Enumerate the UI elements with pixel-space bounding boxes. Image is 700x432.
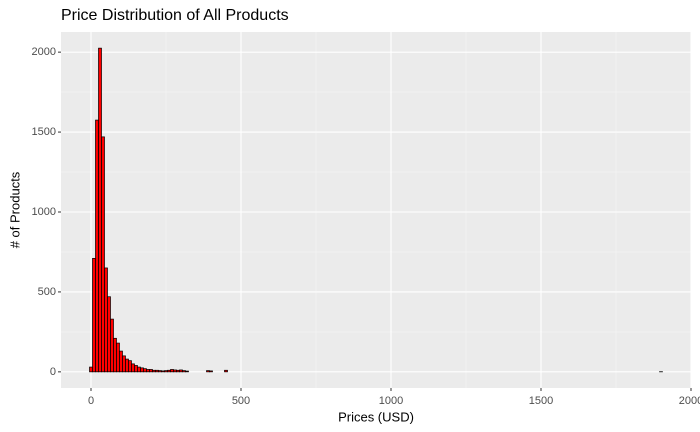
- bar: [167, 369, 171, 373]
- bar: [182, 370, 186, 373]
- bar: [155, 369, 159, 373]
- bar: [95, 119, 99, 373]
- chart-title: Price Distribution of All Products: [61, 7, 289, 24]
- y-tick-label: 500: [38, 286, 56, 298]
- bar: [101, 136, 105, 373]
- bar: [125, 358, 129, 373]
- bar: [158, 370, 162, 373]
- bar: [140, 367, 144, 373]
- y-tick-label: 1500: [32, 126, 56, 138]
- y-tick-label: 1000: [32, 206, 56, 218]
- y-tick-label: 0: [50, 366, 56, 378]
- bar: [146, 369, 150, 373]
- bar: [104, 267, 108, 373]
- y-axis-label: # of Products: [7, 171, 22, 248]
- bar: [143, 368, 147, 373]
- bar: [209, 370, 213, 373]
- bar: [185, 370, 189, 373]
- bar: [224, 369, 228, 373]
- y-tick-label: 2000: [32, 46, 56, 58]
- bar: [119, 350, 123, 373]
- bar: [206, 370, 210, 373]
- x-tick-label: 2000: [679, 395, 700, 407]
- bar: [137, 366, 141, 373]
- bar: [161, 370, 165, 373]
- bar: [122, 355, 126, 373]
- bar: [149, 369, 153, 373]
- bar: [173, 369, 177, 373]
- x-tick-label: 1000: [379, 395, 403, 407]
- bar: [89, 366, 93, 373]
- bar: [116, 342, 120, 373]
- bar: [170, 369, 174, 373]
- bar: [134, 365, 138, 373]
- bar: [176, 369, 180, 373]
- bar: [128, 360, 132, 373]
- panel: [61, 32, 691, 388]
- bar: [107, 296, 111, 373]
- bar: [131, 363, 135, 373]
- bar: [152, 369, 156, 373]
- x-tick-label: 1500: [529, 395, 553, 407]
- bar: [113, 337, 117, 373]
- bar: [164, 370, 168, 373]
- x-axis-label: Prices (USD): [338, 409, 414, 424]
- bar: [92, 258, 96, 373]
- bar: [110, 318, 114, 373]
- bar: [98, 47, 102, 373]
- x-tick-label: 0: [88, 395, 94, 407]
- bar: [179, 369, 183, 373]
- x-tick-label: 500: [232, 395, 250, 407]
